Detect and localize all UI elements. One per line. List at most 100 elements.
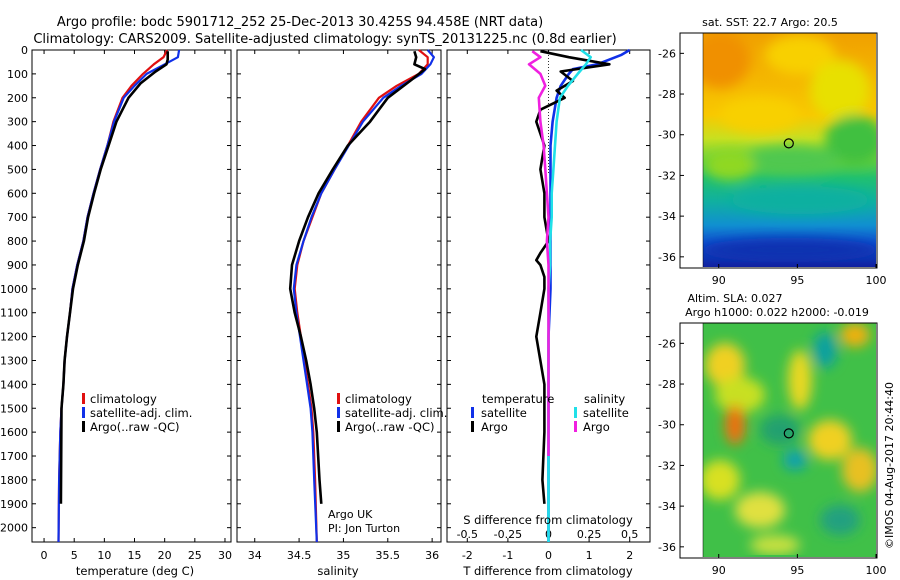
map-y-tick-label: -32 [658,459,676,472]
map-x-tick-label: 90 [712,274,726,287]
map-y-tick-label: -30 [658,129,676,142]
y-tick-label: 1700 [0,450,28,463]
x-tick-label: 36 [425,549,439,562]
map-y-tick-label: -36 [658,541,676,554]
figure-title-line1: Argo profile: bodc 5901712_252 25-Dec-20… [57,15,543,30]
legend-label-temp-satellite: satellite [481,406,527,420]
y-tick-label: 800 [7,235,28,248]
sla-map-border [679,322,878,559]
legend-header-temperature: temperature [482,392,554,406]
map-x-tick-label: 100 [866,274,887,287]
y-tick-label: 1200 [0,331,28,344]
y-tick-label: 1400 [0,378,28,391]
t-difference-xlabel: T difference from climatology [462,564,633,578]
x2-tick-label: -0.25 [494,528,522,541]
map-y-tick-label: -34 [658,210,676,223]
y-tick-label: 500 [7,163,28,176]
s-difference-xlabel: S difference from climatology [463,513,633,527]
series-line-salinity-argo [527,50,550,456]
map-y-tick-label: -26 [658,337,676,350]
legend-label-climatology-2: climatology [345,392,412,406]
sst-map-title: sat. SST: 22.7 Argo: 20.5 [702,16,838,29]
x-tick-label: 5 [71,549,78,562]
y-tick-label: 1000 [0,283,28,296]
y-tick-label: 0 [21,44,28,57]
imos-timestamp-stamp: ©IMOS 04-Aug-2017 20:44:40 [883,382,896,549]
map-y-tick-label: -32 [658,169,676,182]
legend-swatch-satellite-adj-2 [337,407,340,418]
map-x-tick-label: 90 [712,564,726,577]
series-line-temperature-satellite [547,48,631,542]
sst-map-image [703,33,876,267]
legend-label-sal-satellite: satellite [583,406,629,420]
y-tick-label: 900 [7,259,28,272]
sla-map-subtitle: Argo h1000: 0.022 h2000: -0.019 [685,306,869,319]
salinity-axes-box [236,49,442,543]
legend-label-satellite-adj: satellite-adj. clim. [90,406,192,420]
x-tick-label: 1 [586,549,593,562]
legend-header-salinity: salinity [584,392,625,406]
x-tick-label: 35.5 [376,549,401,562]
series-line-satellite-adj-clim- [292,49,435,543]
map-x-tick-label: 95 [790,564,804,577]
x2-tick-label: 0.5 [621,528,639,541]
legend-swatch-argo-2 [337,421,340,432]
x-tick-label: 15 [128,549,142,562]
legend-swatch-sal-argo [574,421,577,432]
legend-label-satellite-adj-2: satellite-adj. clim. [345,406,447,420]
y-tick-label: 100 [7,68,28,81]
y-tick-label: 1600 [0,426,28,439]
legend-swatch-argo [82,421,85,432]
x-tick-label: 34.5 [287,549,312,562]
legend-label-climatology: climatology [90,392,157,406]
series-line-argo-raw-qc- [288,50,427,504]
y-tick-label: 1500 [0,402,28,415]
temperature-xlabel: temperature (deg C) [76,564,194,578]
legend-swatch-satellite-adj [82,407,85,418]
temperature-axes-box [31,49,232,543]
x-tick-label: 35 [336,549,350,562]
sla-map-panel: Altim. SLA: 0.027 Argo h1000: 0.022 h200… [658,292,886,577]
series-line-satellite-adj-clim- [57,49,181,543]
map-y-tick-label: -34 [658,500,676,513]
y-tick-label: 1900 [0,498,28,511]
pi-label: PI: Jon Turton [328,522,400,535]
x2-tick-label: 0.25 [577,528,602,541]
x-tick-label: 34 [248,549,262,562]
map-y-tick-label: -36 [658,251,676,264]
map-x-tick-label: 100 [866,564,887,577]
legend-label-sal-argo: Argo [583,420,610,434]
map-y-tick-label: -30 [658,419,676,432]
x-tick-label: 10 [97,549,111,562]
x-tick-label: 2 [626,549,633,562]
series-line-salinity-satellite [547,48,593,542]
x2-tick-label: -0.5 [457,528,478,541]
salinity-legend: climatology satellite-adj. clim. Argo(..… [337,392,447,434]
sla-map-title: Altim. SLA: 0.027 [687,292,782,305]
map-y-tick-label: -28 [658,88,676,101]
difference-legend: temperature salinity satellite Argo sate… [471,392,629,434]
x-tick-label: 20 [158,549,172,562]
legend-label-temp-argo: Argo [481,420,508,434]
y-tick-label: 1100 [0,307,28,320]
legend-swatch-temp-satellite [471,407,474,418]
y-tick-label: 1300 [0,354,28,367]
argo-location-marker-sla [783,428,794,439]
difference-panel: -2 -1 0 1 2-0.5 -0.25 0 0.25 0.5 S difference fr… [446,48,651,578]
x-tick-label: 0 [545,549,552,562]
sst-map-panel: sat. SST: 22.7 Argo: 20.5 90 95 100 -26 -28 -… [658,16,886,287]
sst-map-border [679,32,878,269]
y-tick-label: 600 [7,187,28,200]
argo-location-marker-sst [783,138,794,149]
legend-swatch-sal-satellite [574,407,577,418]
x-tick-label: -2 [462,549,473,562]
sla-map-image [703,323,876,557]
legend-swatch-climatology-2 [337,393,340,404]
y-tick-label: 700 [7,211,28,224]
y-tick-label: 1800 [0,474,28,487]
map-y-tick-label: -28 [658,378,676,391]
x-tick-label: -1 [502,549,513,562]
map-x-tick-label: 95 [790,274,804,287]
x-tick-label: 30 [218,549,232,562]
legend-label-argo: Argo(..raw -QC) [90,420,180,434]
